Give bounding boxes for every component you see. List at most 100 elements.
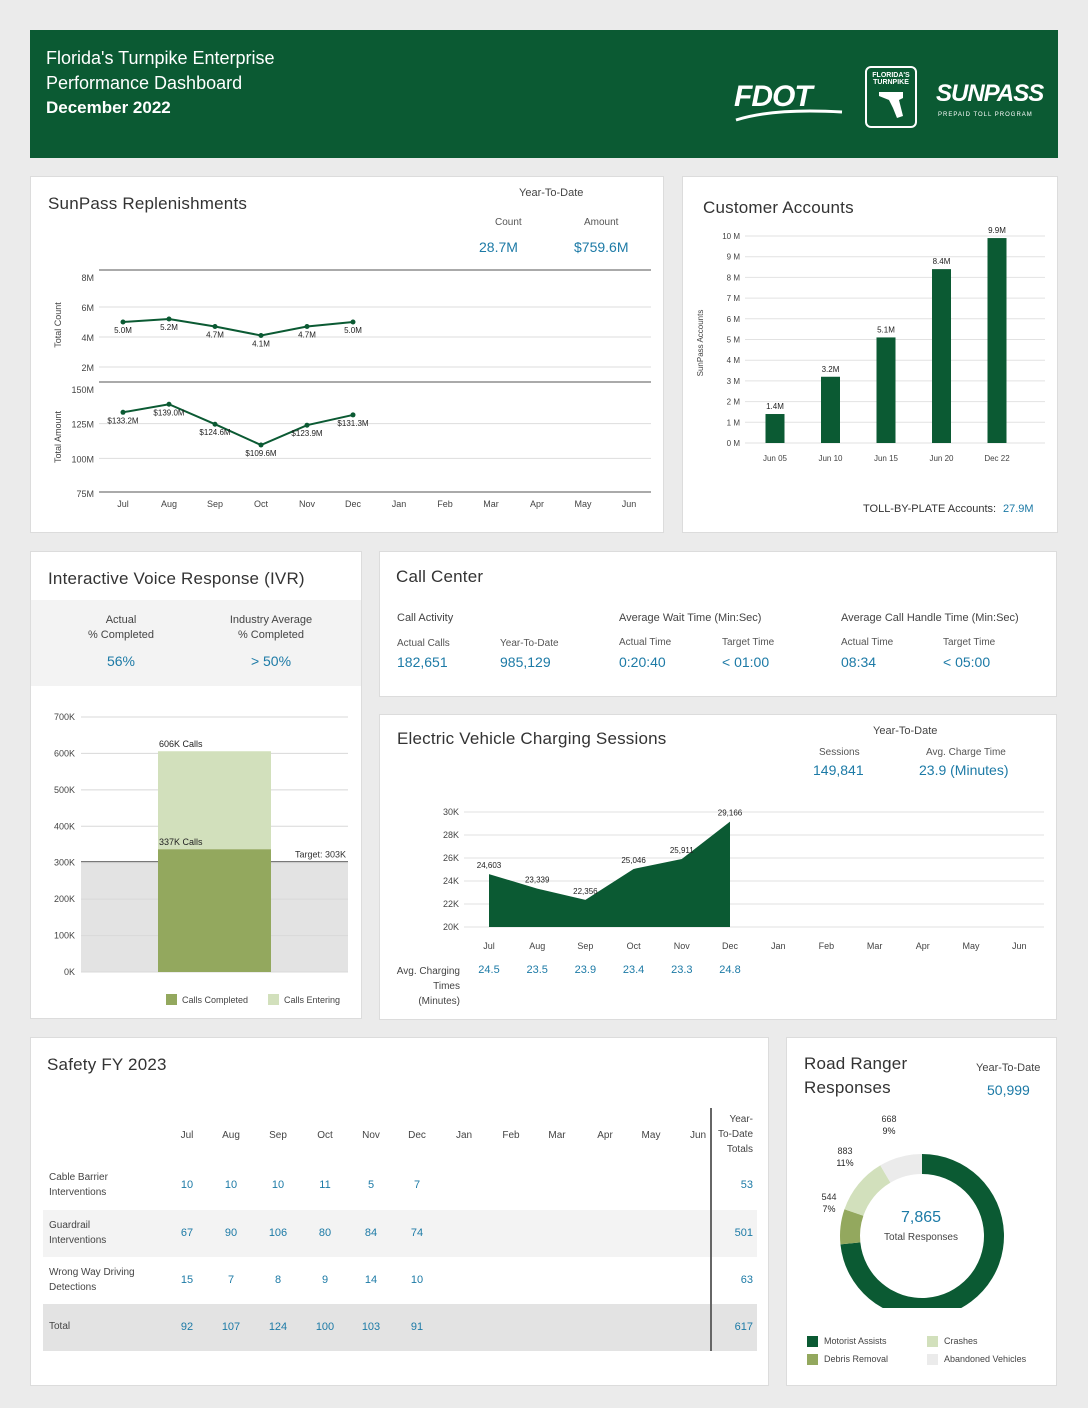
ivr-entering-label: 606K Calls xyxy=(159,739,203,749)
accounts-ytick: 5 M xyxy=(727,336,741,345)
sunpass-xtick: Jul xyxy=(117,499,129,509)
ev-data-label: 23,339 xyxy=(525,876,550,885)
count-ytick: 8M xyxy=(81,273,94,283)
accounts-bar xyxy=(765,414,785,443)
safety-cell-value: 74 xyxy=(410,1227,424,1239)
ev-ytick: 26K xyxy=(443,853,459,863)
ev-ytick: 30K xyxy=(443,807,459,817)
ev-area xyxy=(489,821,730,927)
ev-avg-time-value: 23.3 xyxy=(671,964,693,976)
amount-point xyxy=(258,442,264,448)
tbp-value: 27.9M xyxy=(1003,503,1034,515)
ev-chart: 30K 28K 26K 24K 22K 20K 24,603 23,339 22,356 25,0… xyxy=(443,807,1044,951)
sunpass-logo: SUNPASS PREPAID TOLL PROGRAM xyxy=(936,80,1044,118)
amount-ytick: 75M xyxy=(76,489,94,499)
road-ranger-center-label: Total Responses xyxy=(884,1232,958,1243)
ev-xtick: Feb xyxy=(819,941,835,951)
handle-target-value: < 05:00 xyxy=(943,654,991,670)
ivr-bar-calls-entering xyxy=(158,751,271,850)
accounts-xtick: Jun 15 xyxy=(874,454,899,463)
actual-calls-value: 182,651 xyxy=(397,654,448,670)
safety-cell-value: 100 xyxy=(315,1321,335,1333)
ev-xtick: Jun xyxy=(1012,941,1027,951)
accounts-ytick: 7 M xyxy=(727,294,741,303)
ivr-legend-label-completed: Calls Completed xyxy=(182,995,248,1005)
amount-data-label: $131.3M xyxy=(337,419,368,428)
safety-cell-value: 9 xyxy=(321,1274,329,1286)
safety-cell-value: 10 xyxy=(410,1274,424,1286)
ev-xtick: Mar xyxy=(867,941,883,951)
count-ytick: 6M xyxy=(81,303,94,313)
safety-title: Safety FY 2023 xyxy=(47,1055,167,1074)
safety-cell-value: 7 xyxy=(413,1179,421,1191)
road-ranger-title-1: Road Ranger xyxy=(804,1054,908,1073)
ivr-ytick: 0K xyxy=(64,967,75,977)
count-ytick: 4M xyxy=(81,333,94,343)
amount-ytick: 150M xyxy=(71,385,94,395)
road-ranger-card: Road Ranger Responses Year-To-Date 50,99… xyxy=(786,1037,1057,1386)
sunpass-amount-value: $759.6M xyxy=(574,239,629,255)
safety-cell-value: 14 xyxy=(364,1274,378,1286)
ytd-calls-value: 985,129 xyxy=(500,654,551,670)
ev-ytick: 28K xyxy=(443,830,459,840)
amount-point xyxy=(350,412,356,418)
ev-data-label: 22,356 xyxy=(573,887,598,896)
tbp-label: TOLL-BY-PLATE Accounts: xyxy=(863,503,997,515)
safety-cell-value: 90 xyxy=(224,1227,238,1239)
ivr-ytick: 100K xyxy=(54,931,75,941)
accounts-title: Customer Accounts xyxy=(703,198,854,217)
safety-row-bg xyxy=(43,1210,757,1257)
safety-cell-value: 10 xyxy=(224,1179,238,1191)
amount-ytick: 100M xyxy=(71,454,94,464)
wait-actual-value: 0:20:40 xyxy=(619,654,666,670)
sunpass-count-value: 28.7M xyxy=(479,239,518,255)
safety-cell-value: 80 xyxy=(318,1227,332,1239)
ev-avg-time-value: 24.5 xyxy=(478,964,500,976)
sunpass-xtick: Oct xyxy=(254,499,269,509)
legend-label: Debris Removal xyxy=(824,1354,889,1364)
safety-month-header: Jan xyxy=(455,1130,473,1141)
ev-xtick: May xyxy=(962,941,980,951)
ivr-ytick: 300K xyxy=(54,858,75,868)
count-ylabel: Total Count xyxy=(53,302,63,348)
ev-xtick: Apr xyxy=(916,941,930,951)
safety-row-label: Interventions xyxy=(49,1187,107,1198)
accounts-data-label: 8.4M xyxy=(933,257,951,266)
accounts-data-label: 3.2M xyxy=(822,365,840,374)
accounts-xtick: Dec 22 xyxy=(984,454,1010,463)
safety-row-label: Total xyxy=(49,1321,71,1332)
legend-swatch xyxy=(807,1354,818,1365)
sunpass-xtick: Jan xyxy=(392,499,407,509)
accounts-ytick: 6 M xyxy=(727,315,741,324)
count-data-label: 4.7M xyxy=(298,331,316,340)
safety-cell-value: 8 xyxy=(274,1274,282,1286)
accounts-xtick: Jun 10 xyxy=(818,454,843,463)
amount-point xyxy=(120,409,126,415)
donut-slice-debris-removal xyxy=(840,1209,864,1245)
amount-series-line xyxy=(122,403,354,447)
safety-row-label: Interventions xyxy=(49,1235,107,1246)
donut-slice-crashes xyxy=(844,1165,891,1216)
accounts-ytick: 1 M xyxy=(727,418,741,427)
ev-xtick: Nov xyxy=(674,941,691,951)
ivr-legend-swatch-completed xyxy=(166,994,177,1005)
road-ranger-ytd-value: 50,999 xyxy=(987,1082,1030,1098)
ivr-ytick: 700K xyxy=(54,712,75,722)
sunpass-ytd-label: Year-To-Date xyxy=(519,187,584,199)
donut-value-label: 883 xyxy=(837,1146,852,1156)
safety-cell-value: 67 xyxy=(180,1227,194,1239)
amount-point xyxy=(304,422,310,428)
handle-actual-value: 08:34 xyxy=(841,654,877,670)
fdot-swoosh-icon xyxy=(735,109,843,122)
count-point xyxy=(120,319,126,325)
donut-pct-label: 9% xyxy=(882,1126,895,1136)
amount-point xyxy=(166,401,172,407)
count-data-label: 5.0M xyxy=(344,326,362,335)
safety-month-header: May xyxy=(641,1130,661,1141)
ivr-title: Interactive Voice Response (IVR) xyxy=(48,569,305,588)
accounts-bar xyxy=(876,337,896,443)
ev-avg-time-value: 23.4 xyxy=(622,964,645,976)
count-data-label: 5.2M xyxy=(160,323,178,332)
safety-ytd-header: To-Date xyxy=(717,1129,753,1140)
ivr-ytick: 400K xyxy=(54,821,75,831)
